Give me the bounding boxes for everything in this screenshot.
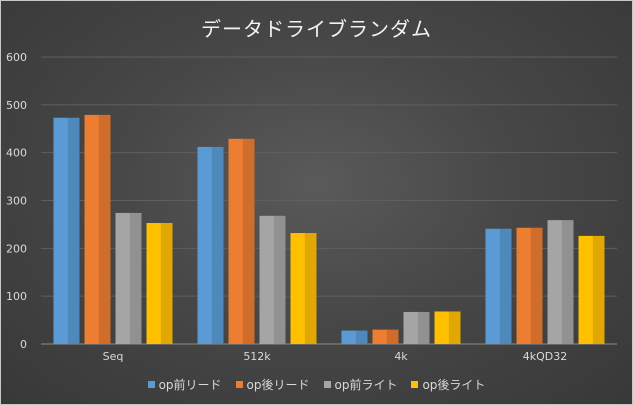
bar-shade — [561, 220, 574, 344]
y-tick-label: 200 — [6, 242, 27, 255]
x-tick-label: Seq — [103, 350, 124, 363]
bar — [228, 138, 255, 344]
y-tick-label: 300 — [6, 195, 27, 208]
bar — [578, 235, 605, 344]
bar-shade — [386, 329, 399, 344]
bar-shade — [304, 233, 317, 344]
legend-item: op前リード — [147, 376, 222, 393]
bar — [485, 228, 512, 344]
bar — [372, 329, 399, 344]
legend-item: op後リード — [235, 376, 310, 393]
bar-shade — [499, 228, 512, 344]
bar — [516, 227, 543, 344]
bar — [547, 220, 574, 344]
legend: op前リード op後リード op前ライト op後ライト — [1, 376, 632, 393]
bar-shade — [98, 114, 111, 345]
legend-swatch — [235, 381, 243, 388]
bar-shade — [592, 235, 605, 344]
y-tick-label: 600 — [6, 51, 27, 64]
y-tick-label: 400 — [6, 147, 27, 160]
bar-shade — [417, 311, 430, 344]
y-tick-label: 100 — [6, 290, 27, 303]
bar — [341, 330, 368, 344]
y-tick-label: 500 — [6, 99, 27, 112]
legend-item: op後ライト — [411, 376, 485, 393]
bar — [84, 114, 111, 345]
bar-shade — [530, 227, 543, 344]
y-tick-label: 0 — [20, 338, 27, 351]
bar — [197, 146, 224, 344]
bar — [290, 233, 317, 344]
bar — [434, 311, 461, 344]
bar — [115, 212, 142, 344]
legend-item: op前ライト — [323, 376, 398, 393]
bar-shade — [273, 215, 286, 344]
legend-swatch — [147, 381, 155, 388]
legend-label: op前ライト — [334, 378, 398, 392]
bar-shade — [160, 222, 173, 344]
chart-title: データドライブランダム — [201, 17, 432, 41]
bar-shade — [448, 311, 461, 344]
legend-label: op後リード — [246, 378, 310, 392]
bar — [403, 311, 430, 344]
legend-swatch — [411, 381, 419, 388]
bar — [259, 215, 286, 344]
bar-shade — [129, 212, 142, 344]
legend-label: op後ライト — [422, 378, 486, 392]
bar-shade — [211, 146, 224, 344]
x-tick-label: 4k — [394, 350, 408, 363]
bar-shade — [355, 330, 368, 344]
legend-swatch — [323, 381, 331, 388]
bar — [53, 117, 80, 344]
legend-label: op前リード — [158, 378, 222, 392]
x-tick-label: 512k — [243, 350, 271, 363]
bar-shade — [242, 138, 255, 344]
bar-shade — [67, 117, 80, 344]
bar — [146, 222, 173, 344]
x-tick-label: 4kQD32 — [523, 350, 568, 363]
